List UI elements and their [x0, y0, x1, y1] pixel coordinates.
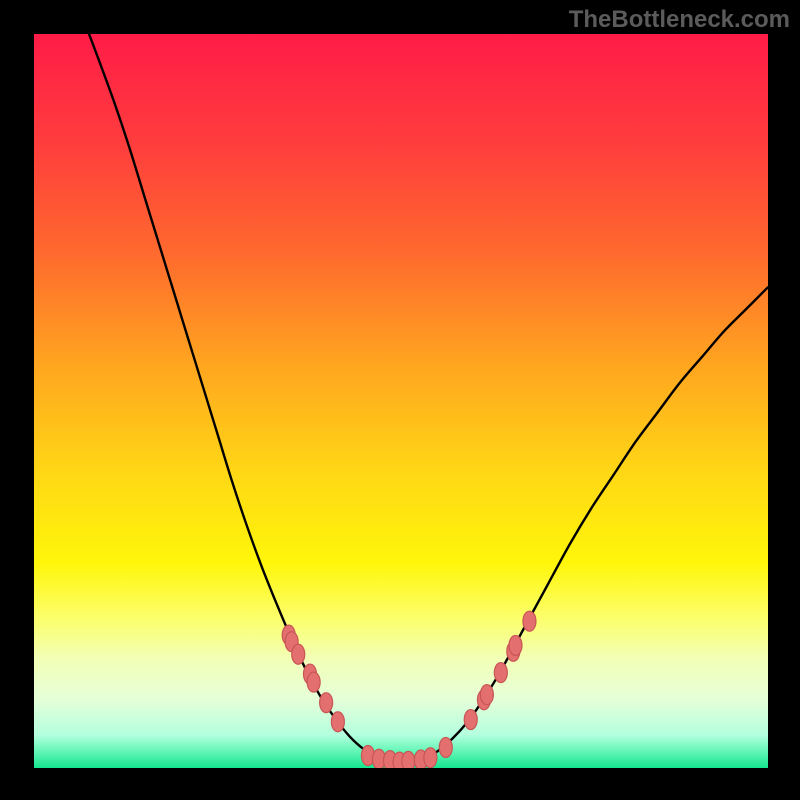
hardware-marker — [402, 751, 415, 768]
hardware-marker — [292, 644, 305, 664]
hardware-marker — [331, 712, 344, 732]
hardware-marker — [523, 611, 536, 631]
bottleneck-chart — [34, 34, 768, 768]
hardware-marker — [480, 685, 493, 705]
hardware-marker — [424, 748, 437, 768]
watermark-text: TheBottleneck.com — [569, 6, 790, 34]
hardware-marker — [494, 663, 507, 683]
hardware-marker — [320, 693, 333, 713]
hardware-marker — [509, 635, 522, 655]
hardware-marker — [464, 710, 477, 730]
chart-container: TheBottleneck.com — [0, 0, 800, 800]
plot-background — [34, 34, 768, 768]
hardware-marker — [307, 672, 320, 692]
hardware-marker — [439, 737, 452, 757]
